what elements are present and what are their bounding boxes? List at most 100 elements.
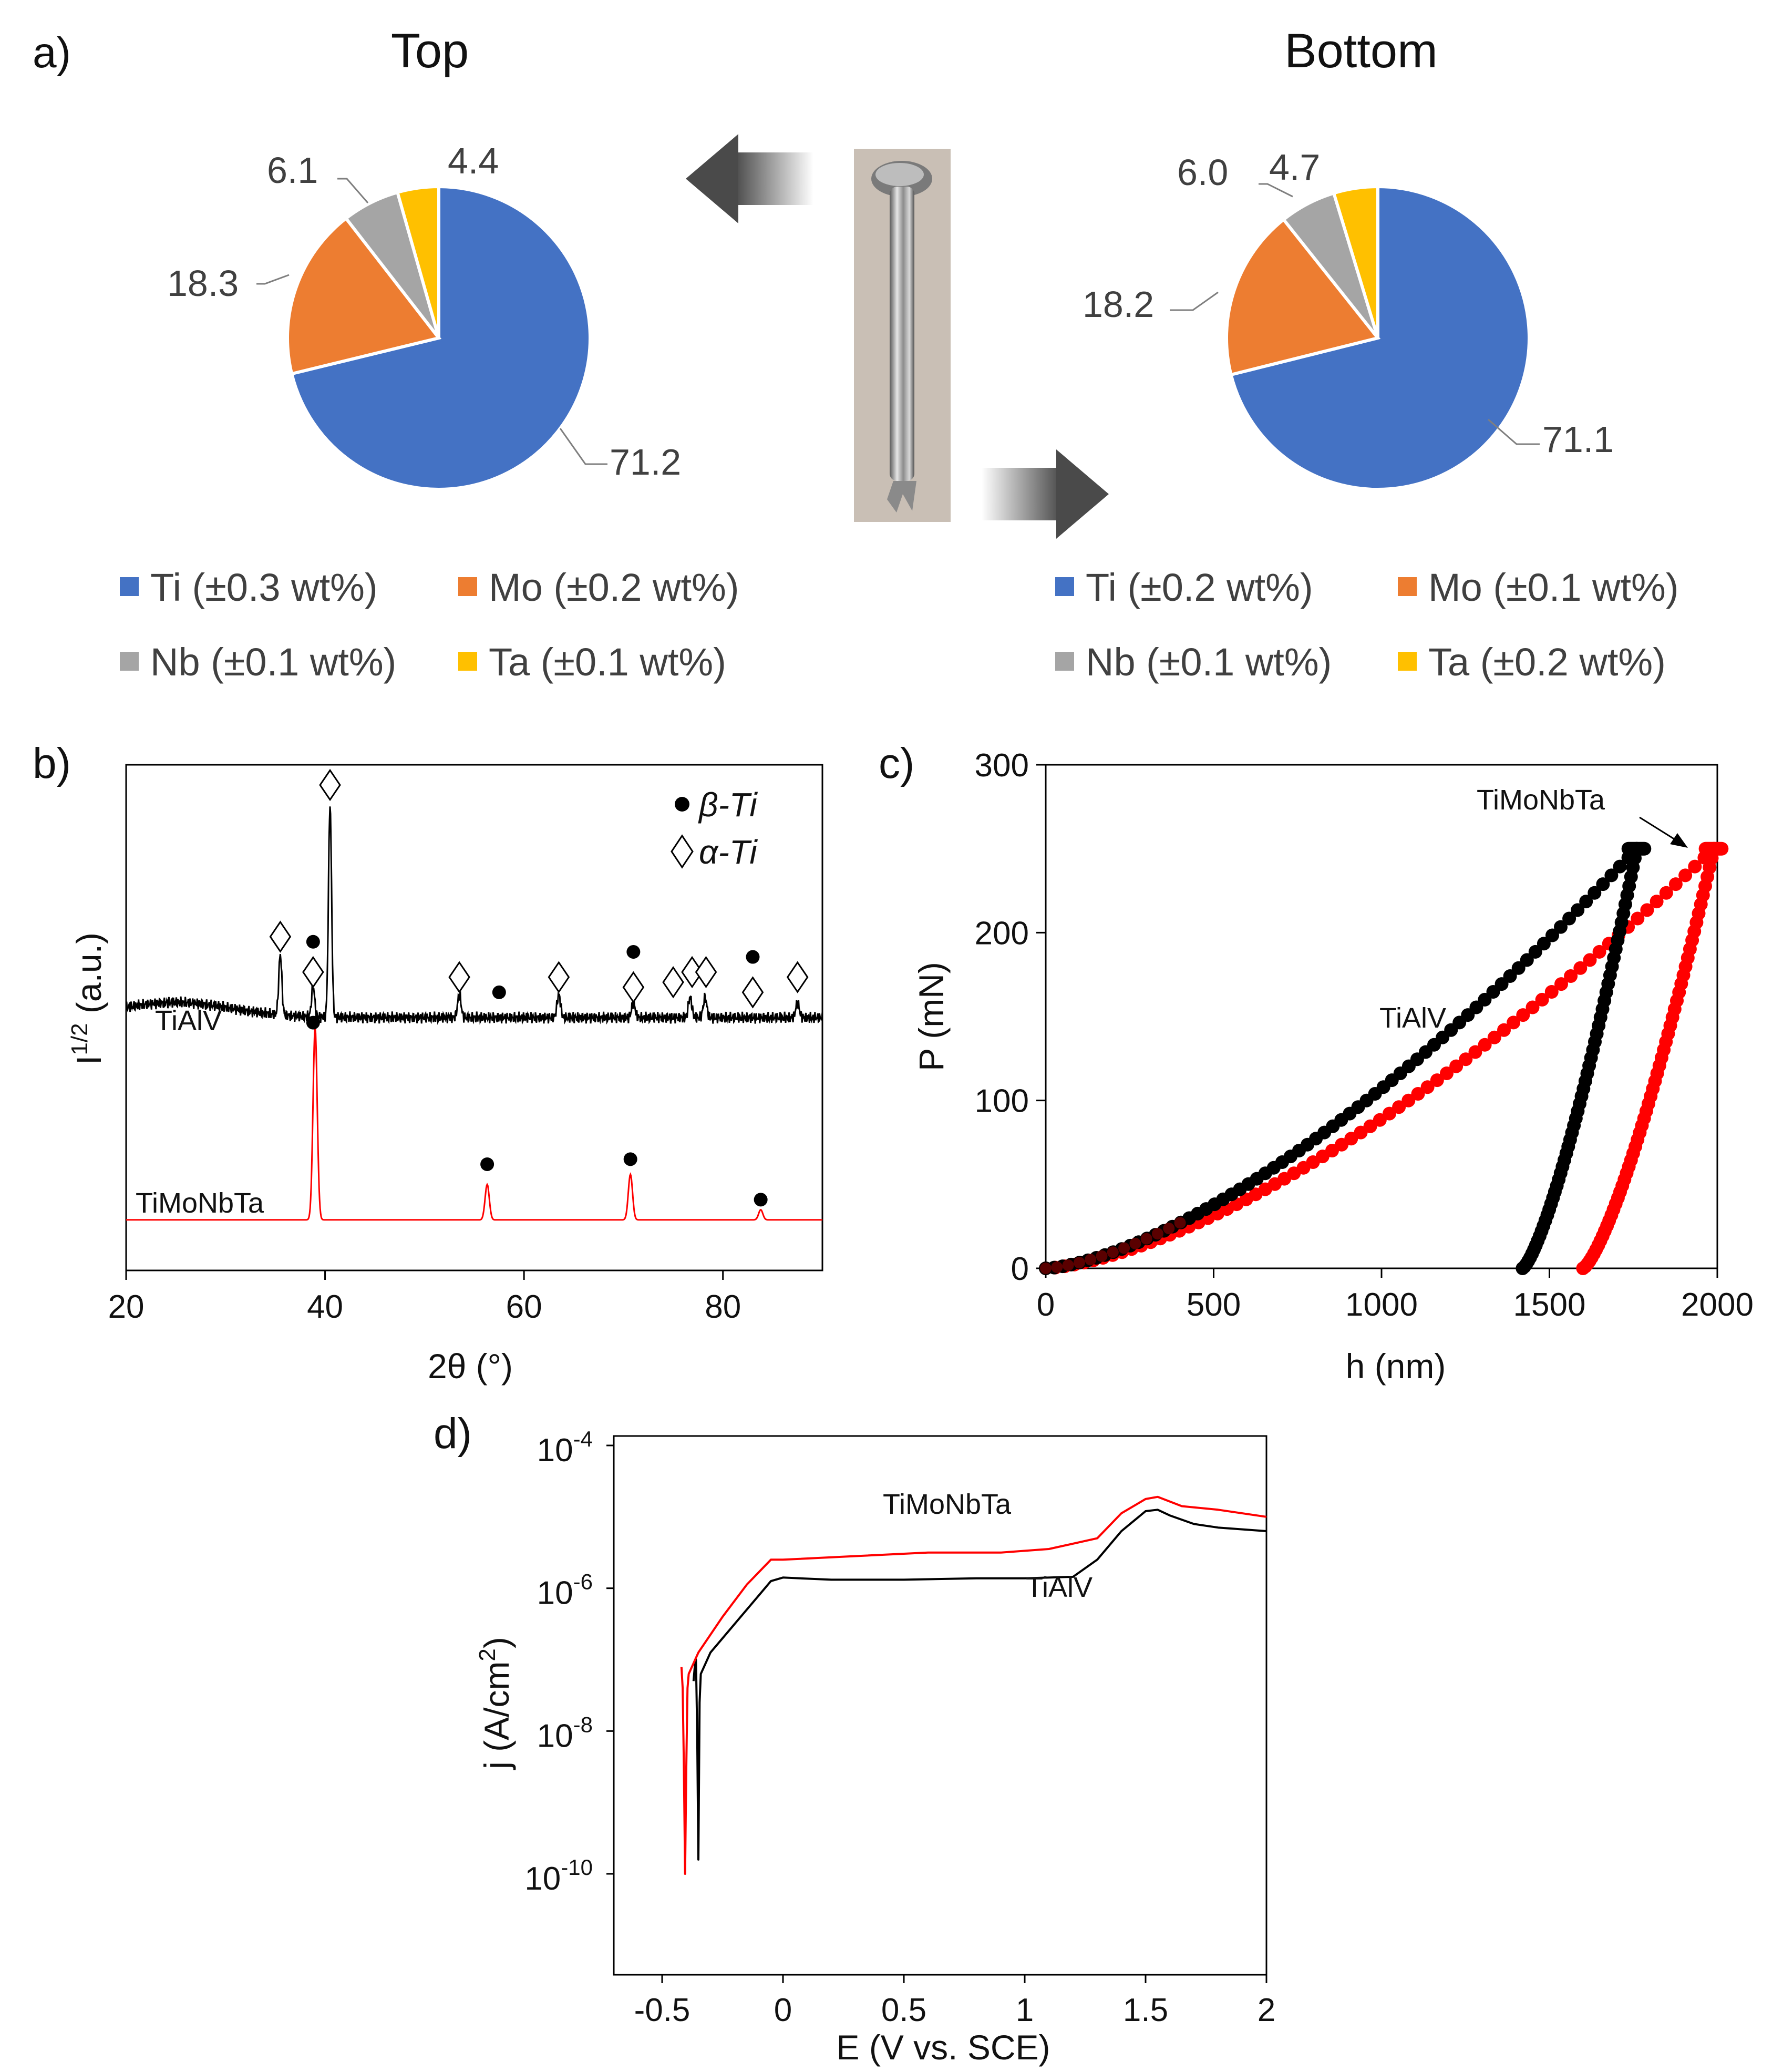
filled-circle-icon: [306, 935, 320, 949]
data-point: [1630, 842, 1644, 856]
x-tick-label: 1000: [1345, 1287, 1418, 1323]
series-line-timonbta: [680, 1495, 1267, 1875]
data-point: [1545, 928, 1559, 942]
series-timonbta: [1039, 842, 1729, 1275]
data-point: [1107, 1246, 1119, 1258]
polarization-chart: 10-4 10-6 10-8 10-10 -0.5 0 0.5 1 1.5 2 TiMoNbTa…: [475, 1427, 1275, 2067]
slice-label-nb-bottom: 6.0: [1177, 152, 1228, 193]
legend-label-beta: β-Ti: [698, 786, 758, 824]
series-label-tialv: TiAlV: [155, 1005, 222, 1037]
arrow-left-icon: [686, 134, 813, 223]
legend-label-nb: Nb (±0.1 wt%): [1086, 640, 1332, 684]
data-point: [1573, 961, 1588, 975]
data-point: [1420, 1080, 1435, 1094]
data-point: [1062, 1259, 1074, 1271]
data-point: [1562, 911, 1576, 926]
y-axis-title: I1/2 (a.u.): [67, 932, 108, 1065]
annotation-tialv: TiAlV: [1379, 1002, 1446, 1034]
legend-swatch-mo: [458, 577, 477, 596]
data-point: [1596, 877, 1610, 891]
y-tick-label: 10-6: [537, 1570, 593, 1612]
data-point: [1497, 1023, 1511, 1037]
data-point: [1392, 1100, 1406, 1114]
open-diamond-icon: [671, 834, 694, 869]
y-axis-title: j (A/cm2): [475, 1637, 516, 1770]
filled-circle-icon: [623, 1152, 637, 1166]
open-diamond-icon: [622, 971, 645, 1003]
x-tick-label: 1: [1016, 1992, 1034, 2028]
legend-swatch-mo: [1398, 577, 1417, 596]
data-point: [1537, 937, 1551, 951]
x-axis-title: 2θ (°): [428, 1347, 513, 1386]
y-tick-label: 10-10: [524, 1855, 593, 1897]
pie-chart-top: Top 71.2 18.3 6.1 4.4: [167, 24, 681, 491]
legend-swatch-nb: [1055, 652, 1074, 671]
y-tick-label: 100: [975, 1083, 1029, 1120]
y-tick-label: 200: [975, 915, 1029, 951]
data-point: [1163, 1223, 1175, 1235]
open-diamond-icon: [269, 920, 292, 953]
data-point: [1554, 920, 1568, 934]
panel-label-a: a): [33, 29, 71, 77]
x-tick-label: 80: [705, 1289, 741, 1325]
data-point: [1678, 868, 1693, 883]
slice-label-ta-bottom: 4.7: [1269, 147, 1320, 188]
legend-swatch-ti: [120, 577, 139, 596]
legend-swatch-ti: [1055, 577, 1074, 596]
x-axis-title: h (nm): [1346, 1347, 1446, 1386]
annotation-timonbta: TiMoNbTa: [1477, 784, 1605, 816]
slice-label-ti-bottom: 71.1: [1542, 419, 1614, 460]
legend-swatch-nb: [120, 652, 139, 671]
data-point: [1152, 1228, 1163, 1240]
data-point: [1085, 1254, 1097, 1266]
data-point: [1707, 842, 1721, 856]
legend-label-alpha: α-Ti: [699, 833, 758, 871]
data-point: [1640, 903, 1654, 917]
filled-circle-icon: [626, 945, 641, 959]
data-point: [1411, 1087, 1425, 1101]
data-point: [1554, 977, 1568, 991]
data-point: [1520, 953, 1534, 967]
data-point: [1579, 895, 1593, 909]
data-point: [1516, 1008, 1530, 1022]
data-point: [1668, 877, 1683, 891]
open-diamond-icon: [695, 956, 717, 989]
pie-chart-bottom: Bottom 71.1 18.2 6.0 4.7: [1083, 24, 1614, 491]
pie-title-top: Top: [391, 24, 469, 78]
legend-label-ta: Ta (±0.1 wt%): [489, 640, 726, 684]
filled-circle-icon: [492, 985, 506, 999]
data-point: [1528, 945, 1542, 959]
data-point: [1604, 868, 1619, 883]
filled-circle-icon: [306, 1016, 320, 1030]
arrow-right-icon: [982, 449, 1109, 539]
panel-label-d: d): [434, 1410, 472, 1458]
leader-line-mo-top: [256, 274, 290, 285]
slice-label-nb-top: 6.1: [267, 150, 318, 191]
pie-slice-ti-bottom: [1229, 184, 1531, 491]
data-point: [1544, 985, 1559, 999]
data-point: [1631, 911, 1645, 926]
data-point: [1583, 953, 1597, 967]
legend-label-mo: Mo (±0.2 wt%): [489, 566, 739, 609]
xrd-chart: 20 40 60 80 TiAlV TiMoNbTa β-Ti α-Ti 2θ (°)…: [67, 764, 823, 1386]
annotation-tialv: TiAlV: [1026, 1572, 1093, 1603]
data-point: [1449, 1059, 1463, 1073]
legend-swatch-ta: [1398, 652, 1417, 671]
x-tick-label: 2000: [1681, 1287, 1754, 1323]
data-point: [1383, 1106, 1396, 1121]
data-point: [1650, 895, 1664, 909]
data-point: [1535, 992, 1549, 1007]
legend-label-ta: Ta (±0.2 wt%): [1428, 640, 1666, 684]
pie-slice-ta-top: [395, 184, 440, 339]
data-point: [1592, 945, 1606, 959]
slice-label-ta-top: 4.4: [448, 140, 499, 181]
pie-slice-mo-top: [286, 216, 442, 376]
pie-slice-mo-bottom: [1225, 217, 1381, 377]
filled-circle-icon: [675, 797, 689, 812]
data-point: [1140, 1233, 1152, 1245]
x-tick-label: -0.5: [634, 1992, 690, 2028]
data-point: [1526, 1000, 1540, 1014]
pie-title-bottom: Bottom: [1284, 24, 1437, 78]
pie-slice-ta-bottom: [1332, 184, 1379, 339]
